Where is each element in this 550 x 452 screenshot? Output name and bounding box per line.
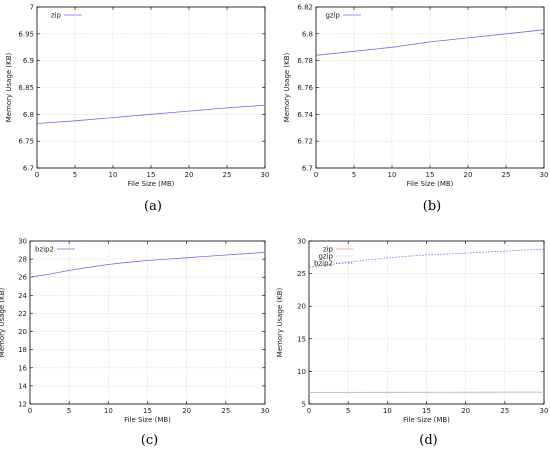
x-axis-label: File Size (MB) <box>407 180 454 188</box>
y-tick-label: 6.95 <box>18 30 34 38</box>
x-tick-label: 5 <box>346 407 350 415</box>
x-tick-label: 30 <box>261 171 270 179</box>
y-tick-label: 6.72 <box>297 138 313 146</box>
x-tick-label: 20 <box>464 171 473 179</box>
x-axis-label: File Size (MB) <box>128 180 175 188</box>
y-tick-label: 7 <box>30 4 34 12</box>
x-tick-label: 30 <box>540 407 549 415</box>
legend-label-bzip2: bzip2 <box>35 246 54 254</box>
x-tick-label: 0 <box>28 407 32 415</box>
x-tick-label: 10 <box>383 407 392 415</box>
y-tick-label: 5 <box>302 401 306 409</box>
y-tick-label: 6.76 <box>297 84 313 92</box>
legend-label-zip: zip <box>323 246 334 254</box>
x-tick-label: 10 <box>109 171 118 179</box>
y-tick-label: 18 <box>18 346 27 354</box>
x-tick-label: 10 <box>388 171 397 179</box>
y-tick-label: 22 <box>18 310 27 318</box>
panel-caption: (b) <box>423 199 441 214</box>
x-tick-label: 20 <box>185 171 194 179</box>
x-tick-label: 5 <box>352 171 356 179</box>
series-line-gzip <box>315 29 545 56</box>
plot-frame <box>29 240 266 405</box>
legend-label-bzip2: bzip2 <box>314 260 333 268</box>
x-tick-label: 20 <box>182 407 191 415</box>
y-tick-label: 26 <box>18 274 27 282</box>
y-tick-label: 20 <box>18 328 27 336</box>
x-tick-label: 10 <box>104 407 113 415</box>
series-line-zip <box>36 104 266 124</box>
x-tick-label: 0 <box>307 407 311 415</box>
panel-caption: (a) <box>144 199 162 214</box>
y-tick-label: 30 <box>297 238 306 246</box>
panel-caption: (d) <box>419 433 437 448</box>
x-tick-label: 20 <box>461 407 470 415</box>
y-tick-label: 25 <box>297 270 306 278</box>
y-tick-label: 20 <box>297 303 306 311</box>
series-line-bzip2 <box>308 248 545 268</box>
plot-frame <box>308 240 545 405</box>
y-axis-label: Memory Usage (KB) <box>276 287 284 357</box>
y-axis-label: Memory Usage (KB) <box>283 52 291 122</box>
y-tick-label: 6.75 <box>18 138 34 146</box>
y-tick-label: 6.8 <box>23 111 34 119</box>
y-tick-label: 6.74 <box>297 111 313 119</box>
y-tick-label: 6.85 <box>18 84 34 92</box>
legend-label-gzip: gzip <box>325 12 340 20</box>
x-tick-label: 25 <box>223 171 232 179</box>
x-tick-label: 0 <box>35 171 39 179</box>
x-tick-label: 0 <box>314 171 318 179</box>
y-axis-label: Memory Usage (KB) <box>5 52 13 122</box>
y-tick-label: 28 <box>18 256 27 264</box>
x-tick-label: 30 <box>540 171 549 179</box>
y-tick-label: 6.7 <box>302 165 313 173</box>
x-tick-label: 15 <box>143 407 152 415</box>
x-axis-label: File Size (MB) <box>124 416 171 424</box>
legend-label-zip: zip <box>51 12 62 20</box>
panel-caption: (c) <box>141 433 158 448</box>
x-tick-label: 15 <box>422 407 431 415</box>
x-tick-label: 30 <box>261 407 270 415</box>
x-axis-label: File Size (MB) <box>403 416 450 424</box>
chart-panel-0: 0 5 10 15 20 25 30 6.7 6.75 6.8 6.85 6.9 6.95 7 File S… <box>5 4 269 215</box>
x-tick-label: 15 <box>426 171 435 179</box>
chart-panel-1: 0 5 10 15 20 25 30 6.7 6.72 6.74 6.76 6.78 6.8 6.82 Fi… <box>283 4 548 215</box>
x-tick-label: 5 <box>67 407 71 415</box>
y-tick-label: 6.9 <box>23 57 34 65</box>
y-tick-label: 12 <box>18 401 27 409</box>
chart-panel-2: 0 5 10 15 20 25 30 12 14 16 18 20 22 24 26 28 30 File Siz… <box>0 238 269 449</box>
y-tick-label: 10 <box>297 368 306 376</box>
x-tick-label: 25 <box>500 407 509 415</box>
y-tick-label: 24 <box>18 292 27 300</box>
y-tick-label: 15 <box>297 335 306 343</box>
legend-label-gzip: gzip <box>318 253 333 261</box>
y-tick-label: 16 <box>18 364 27 372</box>
y-tick-label: 6.82 <box>297 4 313 12</box>
x-tick-label: 25 <box>221 407 230 415</box>
x-tick-label: 25 <box>502 171 511 179</box>
x-tick-label: 5 <box>73 171 77 179</box>
series-line-bzip2 <box>29 251 266 278</box>
y-tick-label: 14 <box>18 382 27 390</box>
y-tick-label: 6.78 <box>297 57 313 65</box>
y-tick-label: 6.8 <box>302 30 313 38</box>
x-tick-label: 15 <box>147 171 156 179</box>
y-axis-label: Memory Usage (KB) <box>0 287 6 357</box>
y-tick-label: 30 <box>18 238 27 246</box>
y-tick-label: 6.7 <box>23 165 34 173</box>
